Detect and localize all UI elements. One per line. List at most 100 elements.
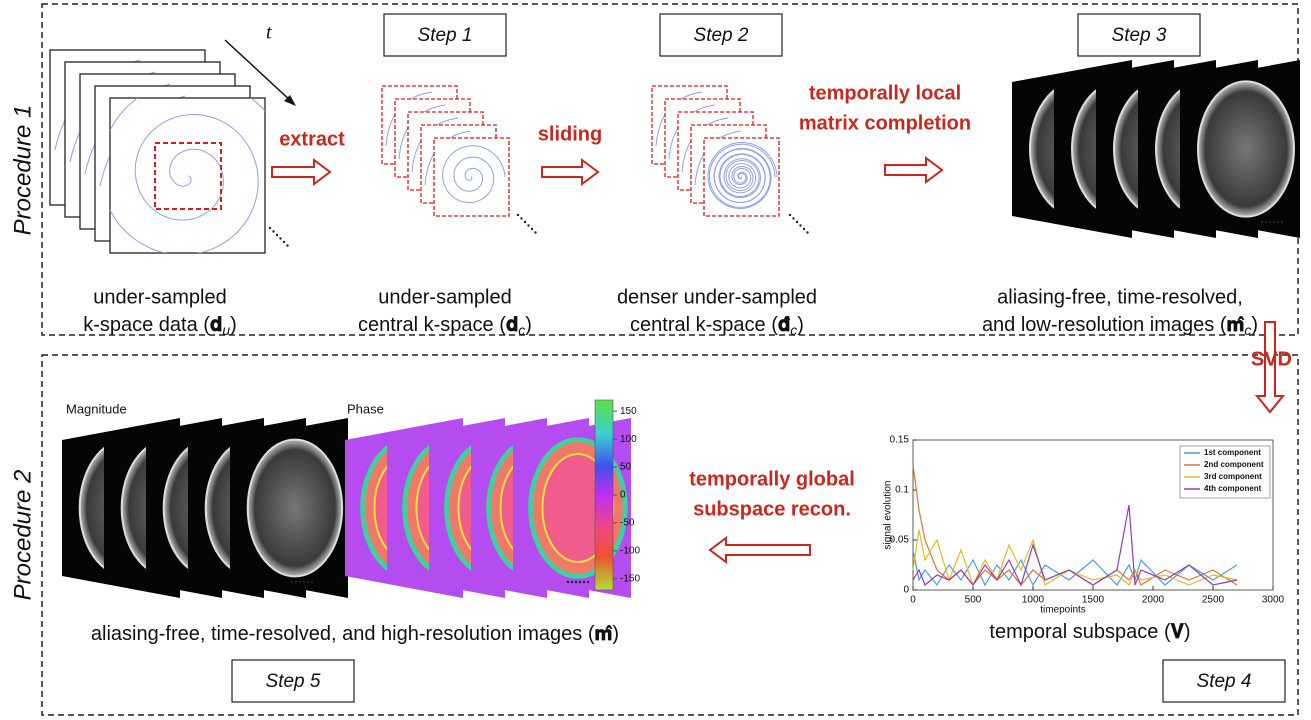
colorbar-tick-label: 100 (620, 434, 637, 445)
ellipsis-dot (571, 581, 573, 583)
ellipsis-dot (583, 581, 585, 583)
ellipsis-dot (295, 581, 297, 583)
ellipsis-dot (1269, 221, 1271, 223)
caption-text: ) (797, 314, 804, 336)
ellipsis-dot (307, 581, 309, 583)
caption-line: under-sampled (378, 286, 511, 308)
completion-label: matrix completion (799, 112, 971, 134)
action-label: sliding (538, 123, 602, 145)
x-tick-label: 2500 (1202, 595, 1225, 606)
legend-label: 1st component (1204, 448, 1261, 457)
caption-text: ) (612, 623, 619, 645)
y-tick-label: 0.1 (895, 485, 909, 496)
ellipsis-dot (531, 228, 533, 230)
ellipsis-dot (1261, 221, 1263, 223)
step-label: Step 5 (266, 671, 321, 692)
recon-label: subspace recon. (693, 498, 851, 520)
image-slice (230, 418, 348, 598)
caption-line: denser under-sampled (617, 286, 817, 308)
completion-label: temporally local (809, 82, 961, 104)
colorbar-tick-label: 50 (620, 462, 632, 473)
ellipsis-dot (283, 241, 285, 243)
ellipsis-dot (806, 231, 808, 233)
ellipsis-dot (276, 234, 278, 236)
caption-line: and low-resolution images (𝐦̂c) (982, 314, 1258, 337)
ellipsis-dot (567, 581, 569, 583)
y-tick-label: 0.15 (890, 435, 910, 446)
ellipsis-dot (269, 227, 271, 229)
colorbar-tick-label: -100 (620, 546, 640, 557)
svd-label: SVD (1251, 348, 1292, 370)
ellipsis-dot (587, 581, 589, 583)
caption-line: k-space data (𝐝u) (83, 314, 237, 337)
x-tick-label: 3000 (1262, 595, 1285, 606)
caption-line: central k-space (𝐝c) (358, 314, 532, 337)
procedure-label: Procedure 2 (9, 470, 36, 601)
panel-label: Magnitude (66, 401, 127, 416)
caption-text: ) (230, 314, 237, 336)
action-label: extract (279, 128, 345, 150)
step-label: Step 3 (1112, 25, 1167, 46)
y-axis-label: signal evolution (883, 481, 894, 550)
step-label: Step 1 (418, 25, 473, 46)
ellipsis-dot (1277, 221, 1279, 223)
caption-line: aliasing-free, time-resolved, and high-r… (91, 623, 619, 645)
step-label: Step 2 (694, 25, 749, 46)
ellipsis-dot (299, 581, 301, 583)
ellipsis-dot (575, 581, 577, 583)
caption-symbol: 𝐝 (210, 314, 222, 336)
anatomy (248, 440, 342, 577)
ellipsis-dot (579, 581, 581, 583)
ellipsis-dot (527, 224, 529, 226)
ellipsis-dot (279, 237, 281, 239)
colorbar-tick-label: 0 (620, 490, 626, 501)
caption-text: ) (1251, 314, 1258, 336)
ellipsis-dot (524, 221, 526, 223)
caption-text: central k-space ( (630, 314, 778, 336)
panel-label: Phase (347, 401, 384, 416)
colorbar (595, 400, 613, 590)
caption-line: central k-space (𝐝̂c) (630, 314, 804, 337)
ellipsis-dot (789, 214, 791, 216)
ellipsis-dot (303, 581, 305, 583)
caption-symbol: 𝐝̂ (778, 314, 791, 336)
x-tick-label: 0 (910, 595, 916, 606)
ellipsis-dot (799, 224, 801, 226)
ellipsis-dot (1265, 221, 1267, 223)
arrow (710, 538, 810, 562)
frame (110, 98, 265, 253)
caption-text: and low-resolution images ( (982, 314, 1227, 336)
arrow (542, 160, 598, 184)
caption-line: aliasing-free, time-resolved, (997, 286, 1243, 308)
x-tick-label: 500 (965, 595, 982, 606)
caption-text: aliasing-free, time-resolved, and high-r… (91, 623, 595, 645)
colorbar-tick-label: 150 (620, 406, 637, 417)
caption-text: central k-space ( (358, 314, 506, 336)
ellipsis-dot (534, 231, 536, 233)
caption-line: temporal subspace (𝐕) (989, 621, 1190, 643)
caption-text: ) (525, 314, 532, 336)
caption-symbol: 𝐕 (1170, 621, 1185, 643)
caption-text: ) (1184, 621, 1191, 643)
ellipsis-dot (291, 581, 293, 583)
diagram: Procedure 1 Procedure 2 t under-sampled k-… (0, 0, 1311, 720)
caption-subscript: c (1244, 322, 1251, 338)
caption-subscript: c (518, 322, 525, 338)
ellipsis-dot (1281, 221, 1283, 223)
t-label: t (266, 22, 272, 44)
y-tick-label: 0 (903, 585, 909, 596)
step-label: Step 4 (1197, 671, 1252, 692)
colorbar-tick-label: -150 (620, 573, 640, 584)
caption-line: under-sampled (93, 286, 226, 308)
ellipsis-dot (796, 221, 798, 223)
ellipsis-dot (803, 228, 805, 230)
caption-subscript: c (790, 322, 797, 338)
x-axis-label: timepoints (1040, 605, 1086, 616)
ellipsis-dot (517, 214, 519, 216)
ellipsis-dot (272, 230, 274, 232)
procedure-label: Procedure 1 (9, 105, 36, 236)
legend-label: 2nd component (1204, 460, 1264, 469)
caption-text: temporal subspace ( (989, 621, 1171, 643)
ellipsis-dot (311, 581, 313, 583)
ellipsis-dot (1273, 221, 1275, 223)
